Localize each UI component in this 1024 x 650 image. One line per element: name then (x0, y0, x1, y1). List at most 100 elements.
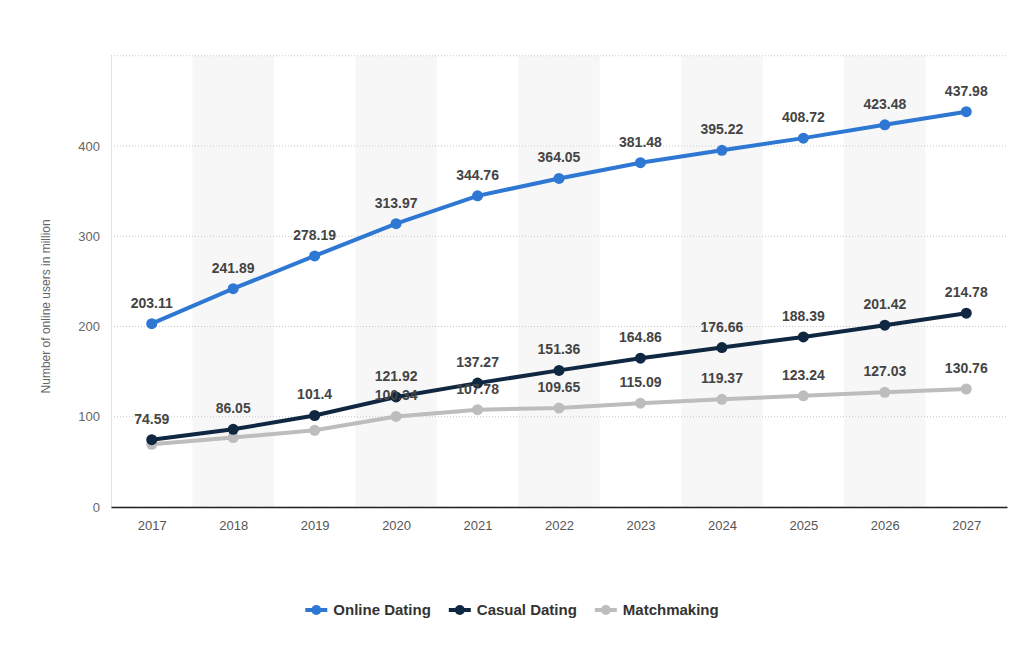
x-tick-label: 2024 (708, 518, 737, 533)
data-label: 123.24 (782, 367, 825, 383)
x-tick-label: 2025 (789, 518, 818, 533)
series-point (798, 331, 809, 342)
legend-item: Online Dating (305, 601, 431, 618)
series-point (879, 119, 890, 130)
series-point (716, 342, 727, 353)
band (681, 56, 762, 507)
data-label: 101.4 (297, 386, 332, 402)
grid-line (111, 146, 1007, 147)
y-tick-label: 200 (78, 319, 100, 334)
x-tick: 2026 (871, 507, 900, 533)
y-axis: 0 100 200 300 400 (78, 56, 111, 514)
x-tick: 2019 (301, 507, 330, 533)
data-label: 203.11 (131, 295, 173, 311)
series-point (961, 308, 972, 319)
data-label: 313.97 (375, 195, 418, 211)
data-label: 109.65 (538, 379, 581, 395)
data-label: 188.39 (782, 308, 825, 324)
x-tick: 2021 (464, 507, 493, 533)
data-label: 74.59 (134, 411, 169, 427)
x-tick: 2020 (382, 507, 411, 533)
data-label: 344.76 (456, 167, 499, 183)
y-tick: 0 (93, 500, 111, 515)
data-label: 127.03 (863, 363, 906, 379)
bands (192, 56, 925, 507)
series-point (228, 424, 239, 435)
x-tick: 2027 (952, 507, 981, 533)
band (355, 56, 436, 507)
y-axis-title: Number of online users in million (39, 219, 53, 393)
data-label: 100.34 (375, 387, 418, 403)
grid-line (111, 236, 1007, 237)
series-point (554, 403, 565, 414)
data-label: 214.78 (945, 284, 988, 300)
series-line (152, 313, 967, 440)
grid-line (111, 416, 1007, 417)
legend: Online Dating Casual Dating Matchmaking (305, 601, 718, 618)
data-label: 86.05 (216, 400, 251, 416)
x-tick: 2022 (545, 507, 574, 533)
data-label: 241.89 (212, 260, 255, 276)
x-axis-line (112, 507, 1008, 509)
x-tick-label: 2021 (464, 518, 493, 533)
grid-line (111, 507, 1007, 508)
series-point (391, 411, 402, 422)
series-point (309, 425, 320, 436)
series-point (472, 404, 483, 415)
data-label: 121.92 (375, 368, 418, 384)
y-tick-label: 0 (93, 500, 100, 515)
x-tick-label: 2023 (626, 518, 655, 533)
y-axis-line (111, 56, 112, 507)
series-point (798, 133, 809, 144)
series-point (961, 383, 972, 394)
x-tick-label: 2022 (545, 518, 574, 533)
y-tick-label: 300 (78, 229, 100, 244)
x-tick-label: 2019 (301, 518, 330, 533)
legend-label: Casual Dating (477, 601, 577, 618)
data-label: 423.48 (863, 96, 906, 112)
data-label: 107.78 (456, 381, 499, 397)
y-tick-label: 400 (78, 139, 100, 154)
data-label: 119.37 (701, 370, 743, 386)
data-label: 395.22 (700, 121, 743, 137)
series-point (635, 353, 646, 364)
series-point (472, 190, 483, 201)
x-tick-label: 2020 (382, 518, 411, 533)
series-point (716, 145, 727, 156)
band (844, 56, 925, 507)
x-tick-label: 2018 (219, 518, 248, 533)
series-line (152, 389, 967, 444)
series-point (146, 434, 157, 445)
grid (111, 146, 1007, 507)
legend-marker (601, 605, 611, 615)
y-tick: 200 (78, 319, 111, 334)
series-point (309, 250, 320, 261)
data-label: 137.27 (456, 354, 499, 370)
data-label: 364.05 (538, 149, 581, 165)
series-point (879, 387, 890, 398)
legend-label: Matchmaking (623, 601, 719, 618)
plot-area (146, 106, 972, 450)
data-label: 115.09 (619, 374, 661, 390)
series-point (554, 365, 565, 376)
chart: 0 100 200 300 400 2017 2018 2019 2020 2021 2022 202… (0, 0, 1024, 650)
y-tick: 300 (78, 229, 111, 244)
data-label: 437.98 (945, 83, 988, 99)
x-tick-label: 2017 (138, 518, 167, 533)
x-tick-label: 2026 (871, 518, 900, 533)
x-tick: 2017 (138, 507, 167, 533)
series-point (146, 318, 157, 329)
series-point (554, 173, 565, 184)
series-point (635, 157, 646, 168)
x-tick: 2023 (626, 507, 655, 533)
legend-item: Matchmaking (595, 601, 719, 618)
legend-marker (455, 605, 465, 615)
data-label: 130.76 (945, 360, 988, 376)
x-tick: 2025 (789, 507, 818, 533)
y-tick: 100 (78, 409, 111, 424)
data-label: 381.48 (619, 134, 662, 150)
data-label: 408.72 (782, 109, 825, 125)
series-point (716, 394, 727, 405)
series-point (961, 106, 972, 117)
series-point (798, 390, 809, 401)
